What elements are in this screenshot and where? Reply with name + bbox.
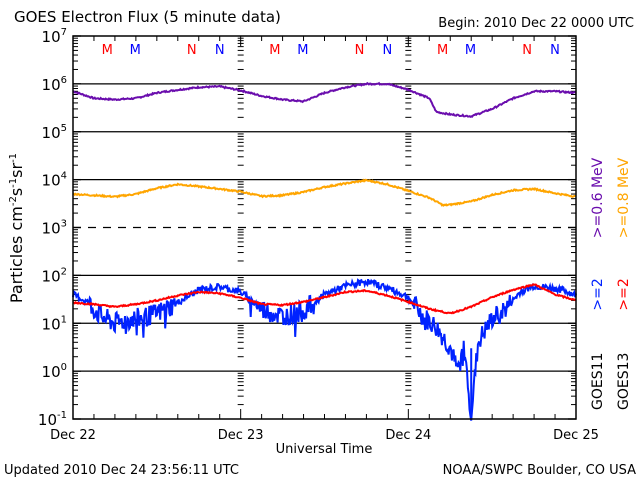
legend-column-goes13: GOES13 >=2 >=0.8 MeV xyxy=(616,157,632,410)
mn-marker: N xyxy=(187,43,197,58)
y-tick-exponent: 2 xyxy=(61,266,67,277)
mn-marker: M xyxy=(269,43,280,58)
y-tick-label: 101 xyxy=(42,314,67,333)
y-tick-label: 104 xyxy=(42,171,67,190)
legend-goes13-2mev: >=2 xyxy=(616,278,632,310)
x-tick-label: Dec 23 xyxy=(218,428,264,443)
mn-marker: M xyxy=(437,43,448,58)
series-line-0 xyxy=(72,81,577,118)
y-tick-exponent: 0 xyxy=(61,362,67,373)
y-tick-base: 10 xyxy=(42,267,61,285)
series-line-2 xyxy=(72,278,577,421)
begin-time-label: Begin: 2010 Dec 22 0000 UTC xyxy=(438,16,634,31)
y-tick-exponent: 4 xyxy=(61,171,67,182)
y-axis-label-exp2: -1 xyxy=(8,178,19,188)
series-line-3 xyxy=(72,283,577,315)
y-tick-base: 10 xyxy=(42,124,61,142)
y-axis-label-sr: sr xyxy=(7,163,26,178)
x-tick-label: Dec 22 xyxy=(50,428,96,443)
y-tick-base: 10 xyxy=(38,411,57,429)
y-tick-label: 107 xyxy=(42,27,67,46)
y-tick-label: 105 xyxy=(42,123,67,142)
y-tick-label: 106 xyxy=(42,75,67,94)
credit-label: NOAA/SWPC Boulder, CO USA xyxy=(443,463,636,478)
x-tick-label: Dec 25 xyxy=(553,428,599,443)
series-line-1 xyxy=(72,178,577,207)
x-axis-ticks: Dec 22 Dec 23 Dec 24 Dec 25 xyxy=(50,36,599,443)
y-axis-label-exp3: -1 xyxy=(8,153,19,163)
x-axis-label: Universal Time xyxy=(276,442,373,457)
mn-marker: N xyxy=(383,43,393,58)
plot-frame xyxy=(72,35,577,420)
y-tick-exponent: -1 xyxy=(57,410,67,421)
y-tick-base: 10 xyxy=(42,76,61,94)
y-tick-base: 10 xyxy=(42,172,61,190)
legend-goes11-06mev: >=0.6 MeV xyxy=(590,157,606,238)
legend-goes11-label: GOES11 xyxy=(590,353,606,410)
y-tick-base: 10 xyxy=(42,28,61,46)
y-tick-label: 103 xyxy=(42,219,67,238)
y-tick-base: 10 xyxy=(42,315,61,333)
y-tick-exponent: 5 xyxy=(61,123,67,134)
y-tick-base: 10 xyxy=(42,363,61,381)
y-tick-exponent: 6 xyxy=(61,75,67,86)
gridlines xyxy=(73,83,576,372)
y-axis-label-exp1: -2 xyxy=(8,196,19,206)
y-tick-label: 100 xyxy=(42,362,67,381)
updated-timestamp: Updated 2010 Dec 24 23:56:11 UTC xyxy=(4,463,239,478)
y-tick-exponent: 3 xyxy=(61,219,67,230)
mn-marker: N xyxy=(355,43,365,58)
y-axis-label-s: s xyxy=(7,188,26,196)
y-tick-label: 102 xyxy=(42,266,67,285)
x-tick-label: Dec 24 xyxy=(385,428,431,443)
series-lines xyxy=(72,81,577,421)
mn-marker: M xyxy=(102,43,113,58)
y-tick-exponent: 1 xyxy=(61,314,67,325)
legend-goes13-label: GOES13 xyxy=(616,353,632,410)
y-tick-label: 10-1 xyxy=(38,410,67,429)
legend: GOES11 >=2 >=0.6 MeV GOES13 >=2 >=0.8 MeV xyxy=(590,157,632,410)
y-axis-label: Particles cm-2s-1sr-1 xyxy=(7,153,26,303)
legend-goes11-2mev: >=2 xyxy=(590,278,606,310)
y-axis-label-main: Particles cm xyxy=(7,206,26,303)
chart-title: GOES Electron Flux (5 minute data) xyxy=(14,8,281,26)
legend-goes13-08mev: >=0.8 MeV xyxy=(616,157,632,238)
mn-marker: N xyxy=(550,43,560,58)
y-tick-exponent: 7 xyxy=(61,27,67,38)
mn-marker: M xyxy=(465,43,476,58)
mn-marker: M xyxy=(130,43,141,58)
mn-marker: M xyxy=(297,43,308,58)
y-tick-base: 10 xyxy=(42,220,61,238)
legend-column-goes11: GOES11 >=2 >=0.6 MeV xyxy=(590,157,606,410)
mn-marker: N xyxy=(215,43,225,58)
mn-marker: N xyxy=(522,43,532,58)
